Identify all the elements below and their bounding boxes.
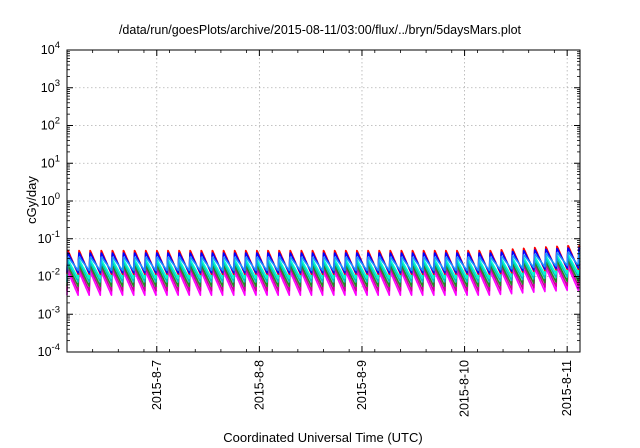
x-tick-label: 2015-8-11: [560, 360, 574, 416]
x-tick-label: 2015-8-7: [150, 360, 164, 410]
y-tick-label: 100: [41, 191, 60, 208]
series-line: [66, 251, 581, 272]
x-tick-label: 2015-8-9: [355, 360, 369, 410]
chart-title: /data/run/goesPlots/archive/2015-08-11/0…: [119, 23, 522, 37]
x-axis: 2015-8-7 2015-8-8 2015-8-9 2015-8-10 2015-8-…: [66, 50, 581, 417]
y-axis: 10-4 10-3 10-2 10-1 100 101 102 103 104: [38, 40, 580, 359]
y-axis-label: cGy/day: [24, 176, 39, 224]
y-tick-label: 10-2: [38, 267, 60, 284]
x-axis-label: Coordinated Universal Time (UTC): [223, 430, 422, 445]
series-group: [66, 244, 581, 296]
y-tick-label: 101: [41, 153, 60, 170]
y-tick-label: 10-3: [38, 304, 60, 321]
x-tick-label: 2015-8-8: [252, 360, 266, 410]
y-tick-label: 10-4: [38, 342, 60, 359]
y-tick-label: 104: [41, 40, 60, 57]
y-tick-label: 10-1: [38, 229, 60, 246]
x-tick-label: 2015-8-10: [458, 360, 472, 417]
grid: [67, 50, 580, 352]
y-tick-label: 103: [41, 78, 60, 95]
y-tick-label: 102: [41, 116, 60, 133]
